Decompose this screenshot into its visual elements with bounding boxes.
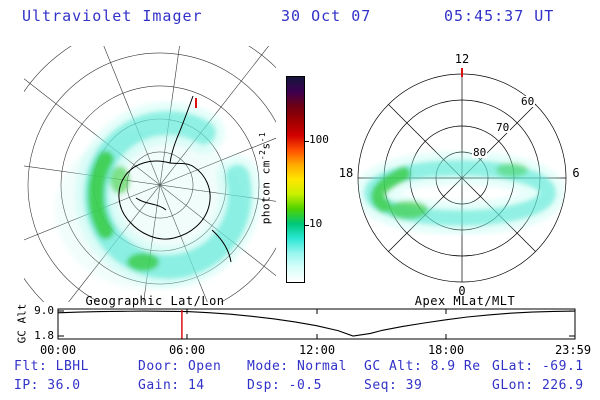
strip-y-tick: 1.8	[34, 329, 54, 342]
apex-aurora-image	[358, 151, 565, 235]
status-seq: Seq: 39	[364, 378, 423, 393]
orbit-strip-chart	[57, 308, 576, 340]
strip-x-tick: 12:00	[298, 343, 336, 357]
strip-x-tick: 06:00	[168, 343, 206, 357]
left-panel-caption: Geographic Lat/Lon	[85, 294, 225, 308]
right-panel-caption: Apex MLat/MLT	[414, 294, 516, 308]
status-gcalt: GC Alt: 8.9 Re	[364, 359, 481, 374]
colorbar-units-text: s	[259, 142, 273, 150]
status-dsp: Dsp: -0.5	[247, 378, 322, 393]
mlat-label-60: 60	[520, 95, 536, 108]
geo-aurora-image	[55, 101, 261, 290]
status-door: Door: Open	[138, 359, 222, 374]
time-label: 05:45:37 UT	[444, 7, 555, 25]
status-flt: Flt: LBHL	[14, 359, 89, 374]
strip-y-tick: 9.0	[34, 304, 54, 317]
colorbar-tickmark	[305, 224, 309, 226]
colorbar-gradient	[286, 76, 309, 283]
mlat-label-70: 70	[495, 121, 511, 134]
mlt-label-0: 0	[458, 284, 466, 298]
colorbar-units-exp: -1	[258, 131, 267, 143]
date-label: 30 Oct 07	[281, 7, 372, 25]
mlt-label-6: 6	[572, 166, 580, 180]
status-glat: GLat: -69.1	[492, 359, 584, 374]
status-ip: IP: 36.0	[14, 378, 81, 393]
strip-x-tick: 18:00	[427, 343, 465, 357]
colorbar-units-exp: -2	[258, 149, 267, 161]
status-mode: Mode: Normal	[247, 359, 347, 374]
colorbar-tick: 10	[309, 217, 323, 230]
status-gain: Gain: 14	[138, 378, 205, 393]
strip-x-tick: 00:00	[39, 343, 77, 357]
app-title: Ultraviolet Imager	[22, 7, 203, 25]
colorbar-units-text: photon cm	[259, 160, 273, 225]
colorbar-units-label: photon cm-2s-1	[258, 98, 273, 258]
colorbar-tickmark	[305, 140, 309, 142]
mlt-label-18: 18	[338, 166, 354, 180]
mlt-label-12: 12	[454, 52, 470, 66]
gc-alt-curve	[57, 310, 575, 337]
mlat-label-80: 80	[472, 146, 488, 159]
antarctica-coastline	[118, 95, 232, 263]
strip-x-tick: 23:59	[554, 343, 592, 357]
colorbar-tick: 100	[309, 133, 329, 146]
status-glon: GLon: 226.9	[492, 378, 584, 393]
strip-y-axis-label: GC Alt	[15, 303, 29, 344]
